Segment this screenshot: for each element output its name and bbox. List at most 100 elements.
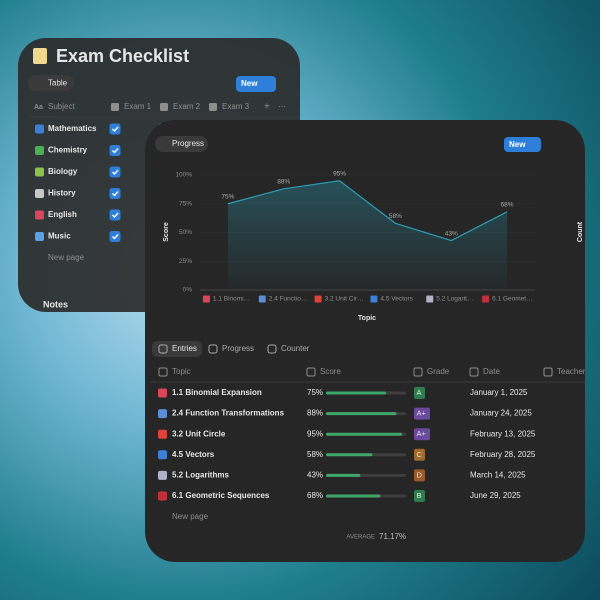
subject[interactable]: Mathematics <box>48 124 97 133</box>
check <box>112 191 119 197</box>
row-icon <box>35 232 44 241</box>
checkbox[interactable] <box>109 123 121 135</box>
column-icon <box>209 103 217 111</box>
row-icon <box>35 189 44 198</box>
subject[interactable]: Chemistry <box>48 146 88 155</box>
x-axis-label: Topic <box>358 315 376 322</box>
tab[interactable]: Progress <box>222 344 254 353</box>
column-header: Exam 3 <box>222 102 250 111</box>
row-icon <box>35 167 44 177</box>
new-page[interactable]: New page <box>48 253 85 262</box>
checkbox[interactable] <box>109 188 121 199</box>
topic[interactable]: 1.1 Binomial Expansion <box>172 388 262 397</box>
new-button[interactable] <box>504 137 541 152</box>
column-icon <box>306 367 316 377</box>
x-tick-label: 5.2 Logarit… <box>436 296 473 303</box>
score-bar <box>326 412 397 416</box>
new-button[interactable] <box>236 76 276 92</box>
x-tick-label: 6.1 Geomet… <box>492 296 532 303</box>
tab-icon <box>158 344 168 354</box>
category-icon <box>426 295 434 303</box>
checkbox[interactable] <box>109 231 121 242</box>
checkbox[interactable] <box>109 145 121 156</box>
grade-badge <box>414 387 425 399</box>
column-header: Score <box>320 367 341 376</box>
subject[interactable]: Music <box>48 232 71 241</box>
category-icon <box>258 295 266 303</box>
grade: C <box>417 450 423 459</box>
date: January 24, 2025 <box>470 409 532 418</box>
row-icon <box>158 491 167 501</box>
checkbox[interactable] <box>109 209 121 221</box>
grade: D <box>417 470 423 479</box>
column-header: Date <box>483 367 500 376</box>
grade-badge <box>414 490 425 502</box>
new-label: New <box>509 140 526 149</box>
tab[interactable]: Entries <box>172 344 197 353</box>
value-label: 95% <box>333 170 346 177</box>
grade: B <box>417 491 422 500</box>
add-column[interactable]: + <box>264 102 270 113</box>
category-icon <box>314 295 322 303</box>
date: February 13, 2025 <box>470 429 536 438</box>
column-icon: Aa <box>34 104 43 111</box>
value-label: 43% <box>445 230 458 237</box>
column-icon <box>111 103 119 111</box>
grade-badge <box>414 428 430 441</box>
column-icon <box>160 103 168 111</box>
row-icon <box>158 409 167 419</box>
x-tick-label: 2.4 Functio… <box>269 296 308 303</box>
x-tick-label: 1.1 Binomi… <box>213 296 250 303</box>
value-label: 58% <box>389 213 402 220</box>
more[interactable]: ⋯ <box>278 102 286 111</box>
title: Exam Checklist <box>56 46 189 66</box>
title-icon <box>33 48 47 64</box>
topic[interactable]: 2.4 Function Transformations <box>172 409 285 418</box>
column-icon <box>543 367 553 377</box>
subject[interactable]: History <box>48 189 76 198</box>
column-icon <box>158 367 168 377</box>
row-icon <box>35 124 44 134</box>
y-axis-label: Score <box>163 222 170 242</box>
area <box>227 180 508 290</box>
date: February 28, 2025 <box>470 450 536 459</box>
view-tab[interactable] <box>28 75 74 91</box>
score-label: 43% <box>307 471 323 480</box>
row-icon <box>158 429 167 439</box>
column-header: Exam 1 <box>124 102 152 111</box>
topic[interactable]: 4.5 Vectors <box>172 450 215 459</box>
row-icon <box>35 210 44 220</box>
new-page[interactable]: New page <box>172 512 209 521</box>
score-bar <box>326 391 386 395</box>
score-bar <box>326 473 361 477</box>
tab-icon <box>267 344 277 354</box>
y-tick-label: 50% <box>179 229 192 236</box>
topic[interactable]: 3.2 Unit Circle <box>172 429 226 438</box>
check <box>112 234 119 240</box>
tab-icon <box>208 344 218 354</box>
notes: Notes <box>43 299 68 309</box>
grade: A+ <box>417 429 427 438</box>
column-header: Topic <box>172 367 191 376</box>
topic[interactable]: 6.1 Geometric Sequences <box>172 491 270 500</box>
grade: A+ <box>417 409 427 418</box>
tab[interactable]: Counter <box>281 344 310 353</box>
score-label: 58% <box>307 450 323 459</box>
score-bar <box>326 494 381 498</box>
row-icon <box>158 470 167 480</box>
y2-axis-label: Count <box>577 221 584 242</box>
chart-tab[interactable] <box>155 136 208 152</box>
score-label: 88% <box>307 409 323 418</box>
checkbox[interactable] <box>109 166 121 178</box>
subject[interactable]: English <box>48 210 77 219</box>
date: January 1, 2025 <box>470 388 528 397</box>
column-header: Exam 2 <box>173 102 201 111</box>
check <box>112 169 119 176</box>
score-label: 68% <box>307 491 323 500</box>
category-icon <box>482 295 490 303</box>
column-icon <box>469 367 479 377</box>
topic[interactable]: 5.2 Logarithms <box>172 471 229 480</box>
date: June 29, 2025 <box>470 491 521 500</box>
subject[interactable]: Biology <box>48 167 78 176</box>
